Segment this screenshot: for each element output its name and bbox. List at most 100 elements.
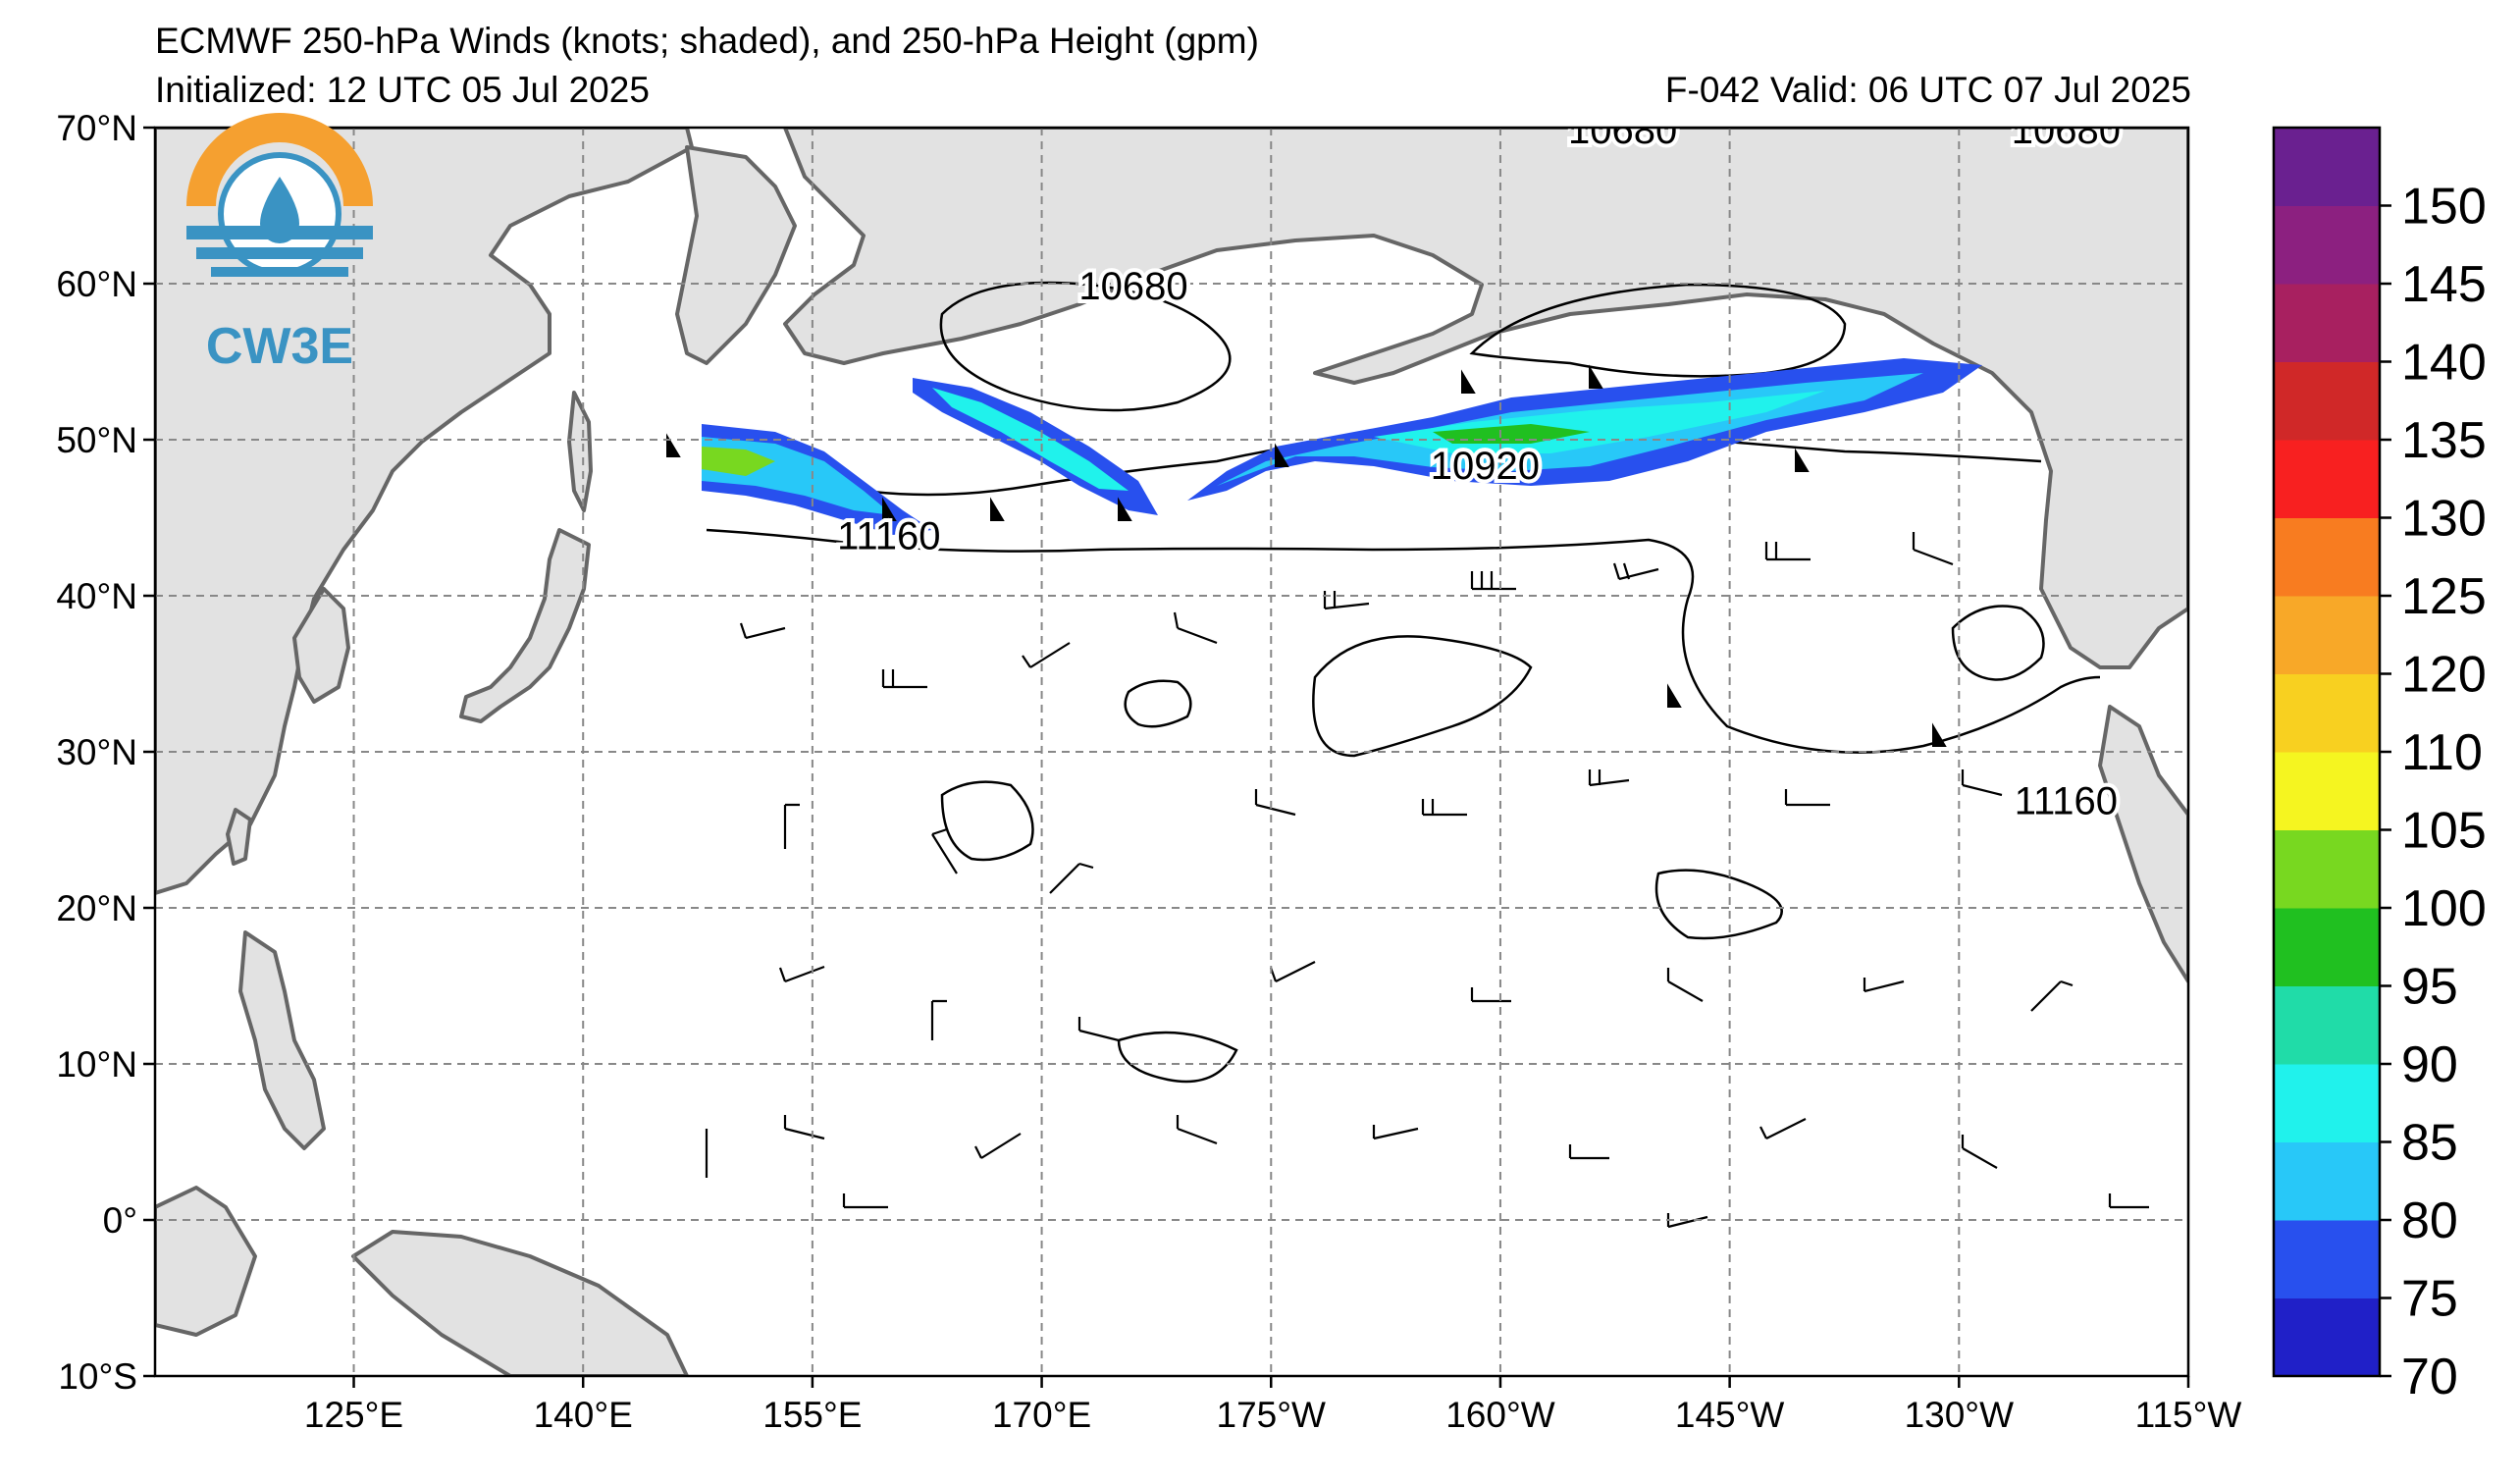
lon-tick-label: 170°E	[992, 1395, 1091, 1435]
logo-water-bar	[196, 247, 363, 259]
wind-barb	[1961, 1135, 1998, 1169]
pennant-barb	[882, 497, 897, 521]
contour-high-2	[1951, 605, 2045, 681]
maritime-continent	[155, 1186, 257, 1337]
wind-barb	[1049, 862, 1094, 894]
philippines-islands	[238, 930, 326, 1150]
jet-max-west	[702, 447, 775, 476]
valid-time: F-042 Valid: 06 UTC 07 Jul 2025	[1664, 70, 2191, 110]
pennant-barb	[666, 433, 681, 457]
lon-tick-label: 145°W	[1675, 1395, 1785, 1435]
lat-tick-label: 10°N	[56, 1044, 137, 1085]
wind-barb	[1666, 968, 1704, 1002]
colorbar-bin	[2274, 673, 2380, 753]
colorbar-label: 135	[2401, 412, 2487, 469]
axis-ticks: 70°N 60°N 50°N 40°N 30°N 20°N 10°N 0° 10°S 125°E 1…	[56, 108, 2241, 1435]
colorbar-bin	[2274, 128, 2380, 206]
colorbar-bin	[2274, 596, 2380, 674]
asia-landmass	[155, 128, 694, 895]
colorbar-label: 90	[2401, 1036, 2458, 1093]
colorbar-label: 145	[2401, 256, 2487, 313]
wind-barb	[1863, 978, 1905, 993]
kamchatka-peninsula	[675, 145, 797, 365]
lon-tick-label: 175°W	[1217, 1395, 1327, 1435]
contour-high-1	[1312, 635, 1533, 758]
land-masses	[155, 128, 2188, 1376]
contour-label: 10920	[1431, 445, 1540, 488]
colorbar-bin	[2274, 517, 2380, 597]
lat-tick-label: 70°N	[56, 108, 137, 148]
colorbar-label: 85	[2401, 1115, 2458, 1172]
wind-barb	[881, 669, 927, 689]
lon-tick-label: 125°E	[304, 1395, 403, 1435]
wind-barb	[1470, 571, 1516, 591]
colorbar-bin	[2274, 205, 2380, 285]
wind-barb	[1421, 799, 1467, 817]
pennant-barb	[1667, 683, 1682, 708]
korea-peninsula	[292, 587, 350, 704]
wind-barb	[1961, 769, 2003, 797]
colorbar-label: 130	[2401, 491, 2487, 548]
pennant-barb	[1461, 369, 1476, 394]
colorbar-label: 70	[2401, 1349, 2458, 1405]
logo-water-bar	[186, 226, 373, 239]
wind-barb	[1912, 532, 1954, 566]
wind-barb	[778, 965, 825, 983]
colorbar: 70 75 80 85 90 95 100 105 110 120 125 130 135 140 145 1…	[2272, 126, 2487, 1405]
contour-11160	[706, 528, 2101, 754]
japan-islands	[459, 528, 591, 723]
colorbar-bin	[2274, 829, 2380, 909]
lon-tick-label: 140°E	[534, 1395, 633, 1435]
jet-shading	[702, 358, 1982, 535]
lat-tick-label: 30°N	[56, 732, 137, 772]
wind-barb	[1077, 1017, 1120, 1042]
jet-barbs	[666, 364, 1947, 747]
pennant-barb	[1275, 443, 1289, 467]
colorbar-label: 120	[2401, 647, 2487, 704]
new-guinea-island	[351, 1230, 689, 1376]
pennant-barb	[1118, 497, 1132, 521]
wind-barb	[1784, 789, 1830, 807]
north-america-landmass	[783, 128, 2188, 669]
map-canvas: 10680 10680 10680 10920 11160 11160	[155, 109, 2188, 1376]
colorbar-bin	[2274, 1298, 2380, 1377]
lat-tick-label: 0°	[103, 1200, 137, 1241]
colorbar-label: 105	[2401, 803, 2487, 860]
wind-barb	[1612, 562, 1659, 581]
sakhalin-island	[567, 391, 593, 512]
logo-sun-arc	[186, 113, 373, 206]
contour-south	[1117, 1031, 1238, 1084]
colorbar-label: 140	[2401, 335, 2487, 392]
contour-label: 10680	[1078, 265, 1187, 308]
wind-barb	[1759, 1118, 1807, 1139]
colorbar-bin	[2274, 1064, 2380, 1142]
contour-labels: 10680 10680 10680 10920 11160 11160	[833, 109, 2125, 827]
wind-barb	[931, 827, 958, 874]
colorbar-label: 95	[2401, 959, 2458, 1016]
colorbar-label: 125	[2401, 568, 2487, 625]
wind-barb	[842, 1193, 888, 1209]
colorbar-label: 100	[2401, 880, 2487, 937]
jet-core-middle	[932, 388, 1129, 491]
wind-barb	[1470, 987, 1511, 1003]
contour-label: 11160	[837, 514, 940, 557]
pennant-barb	[990, 497, 1005, 521]
colorbar-bin	[2274, 440, 2380, 518]
wind-barb	[1568, 1144, 1609, 1160]
contour-10680-alaska	[1469, 283, 1847, 378]
wind-barb	[783, 803, 800, 849]
colorbar-bin	[2274, 985, 2380, 1065]
lon-tick-label: 160°W	[1445, 1395, 1555, 1435]
grid-lines	[155, 128, 2188, 1376]
pennant-barb	[1932, 722, 1947, 747]
lat-tick-label: 10°S	[58, 1356, 137, 1397]
colorbar-label: 80	[2401, 1192, 2458, 1249]
colorbar-label: 75	[2401, 1271, 2458, 1328]
taiwan-island	[226, 808, 252, 866]
initialized-time: Initialized: 12 UTC 05 Jul 2025	[155, 70, 650, 110]
contour-label: 11160	[2015, 780, 2118, 823]
contour-label: 10680	[2012, 109, 2121, 152]
colorbar-bin	[2274, 1141, 2380, 1221]
contour-high-4	[940, 780, 1034, 862]
wind-barb	[2030, 980, 2074, 1012]
